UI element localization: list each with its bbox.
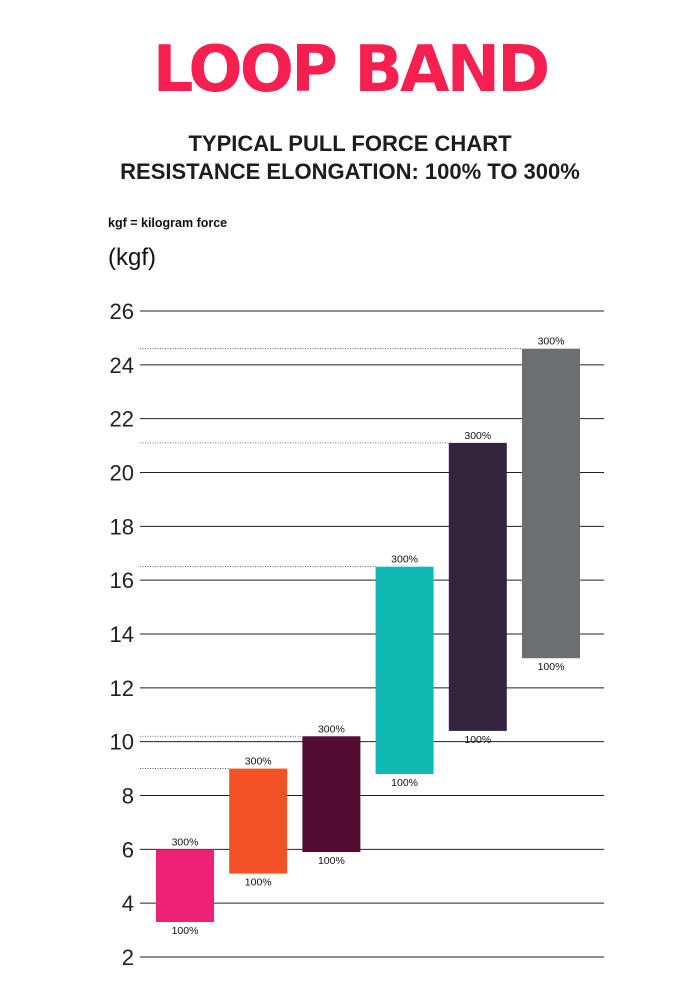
y-tick-label: 4 — [122, 891, 134, 916]
bar-label-100: 100% — [538, 661, 565, 673]
y-tick-label: 6 — [122, 837, 134, 862]
bar-label-300: 300% — [318, 723, 345, 735]
y-tick-label: 24 — [110, 353, 134, 378]
bar-label-100: 100% — [172, 925, 199, 937]
bar-label-100: 100% — [464, 734, 491, 746]
bar-label-100: 100% — [245, 877, 272, 889]
range-bar — [229, 768, 288, 874]
y-tick-label: 14 — [110, 622, 134, 647]
range-bar — [302, 736, 361, 853]
bar-label-300: 300% — [245, 756, 272, 768]
range-bar — [156, 849, 214, 923]
chart-title-line-2: RESISTANCE ELONGATION: 100% TO 300% — [120, 159, 580, 184]
bar-label-100: 100% — [391, 777, 418, 789]
chart-title: TYPICAL PULL FORCE CHART RESISTANCE ELON… — [0, 130, 700, 186]
bar-label-100: 100% — [318, 855, 345, 867]
bar-label-300: 300% — [172, 836, 199, 848]
y-tick-label: 20 — [110, 461, 134, 486]
bar-label-300: 300% — [391, 554, 418, 566]
unit-note: kgf = kilogram force — [108, 216, 228, 230]
y-tick-label: 12 — [110, 676, 134, 701]
y-tick-label: 8 — [122, 784, 134, 809]
bar-label-300: 300% — [464, 430, 491, 442]
bar-label-300: 300% — [538, 336, 565, 348]
y-tick-label: 10 — [110, 730, 134, 755]
y-tick-label: 16 — [110, 568, 134, 593]
range-bar — [522, 348, 580, 659]
range-bar — [375, 566, 434, 774]
y-tick-label: 22 — [110, 407, 134, 432]
y-axis-label: (kgf) — [108, 244, 156, 271]
chart-title-line-1: TYPICAL PULL FORCE CHART — [188, 131, 512, 156]
brand-logo: LOOP BAND — [152, 33, 551, 107]
y-tick-label: 18 — [110, 514, 134, 539]
range-bar — [448, 442, 507, 731]
y-tick-label: 2 — [122, 945, 134, 970]
y-tick-label: 26 — [110, 299, 134, 324]
